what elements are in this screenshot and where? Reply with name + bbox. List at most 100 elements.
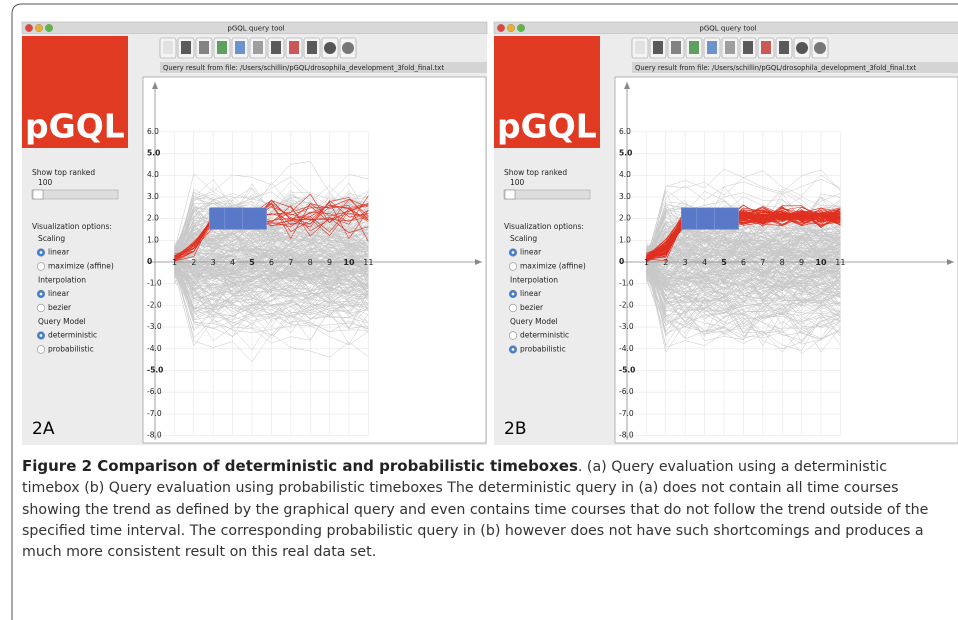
x-tick-label: 1 <box>172 258 177 267</box>
time-course <box>646 268 841 323</box>
time-course <box>646 234 841 285</box>
y-tick-label: -6.0 <box>619 387 634 396</box>
toolbar-icon <box>796 42 808 54</box>
y-tick-label: 2.0 <box>619 214 631 223</box>
x-tick-label: 4 <box>230 258 235 267</box>
toolbar-icon <box>324 42 336 54</box>
y-tick-label: 0 <box>619 257 624 266</box>
time-course <box>646 257 841 284</box>
time-course <box>646 225 841 265</box>
toolbar-icon <box>289 41 299 54</box>
time-course <box>174 269 369 317</box>
radio-dot <box>511 348 515 351</box>
time-course <box>646 211 841 250</box>
toolbar-icon <box>181 41 191 54</box>
time-course <box>646 239 841 275</box>
time-course <box>174 271 369 347</box>
y-tick-label: -2.0 <box>619 300 634 309</box>
time-course <box>646 254 841 295</box>
time-course <box>646 252 841 291</box>
app-window: pGQL query tool pGQL Query result from fil… <box>21 21 488 445</box>
group-title: Query Model <box>510 317 558 326</box>
toolbar-icon <box>725 41 735 54</box>
toolbar-icon <box>689 41 699 54</box>
group-title: Interpolation <box>510 276 558 285</box>
y-tick-label: -7.0 <box>147 409 162 418</box>
radio-label: linear <box>48 248 70 257</box>
time-course <box>174 182 369 272</box>
time-course <box>646 238 841 274</box>
time-course <box>174 176 369 262</box>
toolbar-icon <box>199 41 209 54</box>
y-tick-label: -6.0 <box>147 387 162 396</box>
slider-track <box>503 189 591 200</box>
radio-label: deterministic <box>520 331 569 340</box>
time-course <box>646 168 841 262</box>
time-course <box>174 240 369 286</box>
time-course <box>174 238 369 278</box>
x-tick-label: 5 <box>721 258 727 267</box>
toolbar-icon <box>163 41 173 54</box>
time-course <box>174 207 369 259</box>
time-course <box>646 256 841 355</box>
time-course <box>646 257 841 302</box>
toolbar-icon <box>779 41 789 54</box>
time-course <box>174 204 369 256</box>
radio-label: bezier <box>48 303 72 312</box>
time-course <box>174 257 369 297</box>
time-course <box>174 187 369 247</box>
time-course <box>646 270 841 325</box>
time-course <box>646 259 841 302</box>
time-course <box>174 263 369 362</box>
time-course <box>174 263 369 319</box>
radio-dot <box>39 334 43 337</box>
time-course <box>646 247 841 292</box>
y-tick-label: 1.0 <box>619 235 631 244</box>
time-course <box>646 272 841 291</box>
time-course <box>646 262 841 334</box>
time-course <box>646 261 841 280</box>
time-course <box>174 202 369 262</box>
options-title: Visualization options: <box>504 222 584 231</box>
x-tick-label: 10 <box>343 258 355 267</box>
radio-button <box>508 262 518 271</box>
query-timebox <box>209 207 267 230</box>
time-course <box>174 191 369 264</box>
slider-thumb <box>504 189 516 200</box>
time-course <box>646 209 841 257</box>
window-button <box>45 24 54 33</box>
x-tick-label: 5 <box>249 258 255 267</box>
time-course <box>646 255 841 317</box>
x-tick-label: 6 <box>741 258 746 267</box>
time-course <box>174 255 369 351</box>
time-course <box>174 255 369 295</box>
time-course <box>174 263 369 329</box>
toolbar-icon <box>671 41 681 54</box>
radio-button <box>508 331 518 340</box>
time-course <box>174 266 369 296</box>
time-course <box>646 256 841 295</box>
time-course <box>174 214 369 265</box>
x-tick-label: 11 <box>835 258 845 267</box>
x-tick-label: 2 <box>663 258 668 267</box>
y-tick-label: -2.0 <box>147 300 162 309</box>
time-course <box>174 217 369 258</box>
time-course <box>174 249 369 320</box>
time-course <box>646 267 841 310</box>
toolbar-icon <box>217 41 227 54</box>
window-button <box>25 24 33 33</box>
time-course <box>646 233 841 278</box>
x-tick-label: 9 <box>327 258 332 267</box>
x-tick-label: 8 <box>780 258 785 267</box>
x-tick-label: 6 <box>269 258 274 267</box>
group-title: Scaling <box>510 234 537 243</box>
y-tick-label: -1.0 <box>619 279 634 288</box>
time-course <box>174 250 369 284</box>
time-course <box>174 247 369 289</box>
group-title: Scaling <box>38 234 65 243</box>
y-axis-arrow <box>152 82 158 89</box>
window-button <box>34 24 43 33</box>
time-course <box>646 206 841 262</box>
time-course <box>174 235 369 278</box>
time-course <box>174 266 369 312</box>
